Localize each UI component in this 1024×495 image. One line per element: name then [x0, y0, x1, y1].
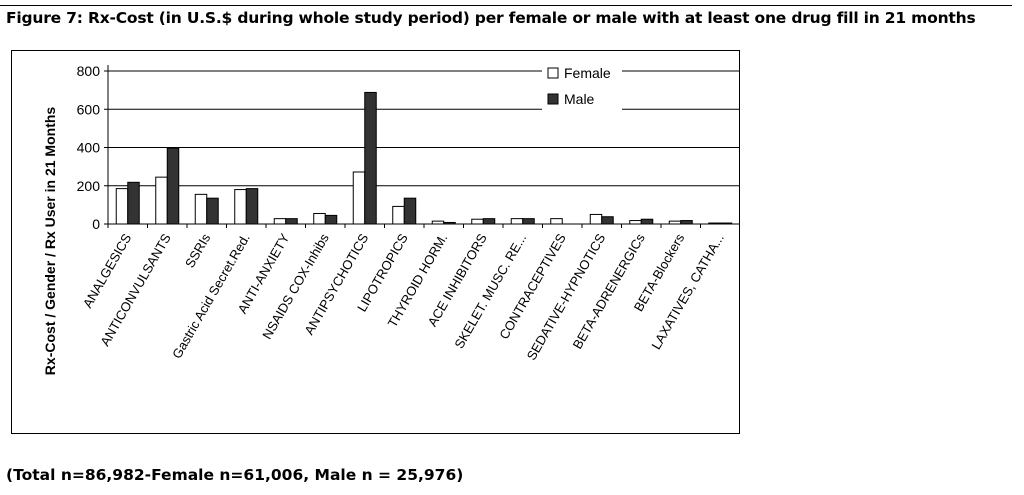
bar-female-13 — [629, 220, 642, 225]
top-rule — [0, 5, 1012, 6]
y-tick-label: 600 — [77, 101, 101, 117]
bar-female-3 — [234, 189, 247, 225]
bar-male-4 — [285, 218, 298, 225]
legend-label-male: Male — [564, 91, 595, 107]
x-category-label: SSRIs — [182, 231, 214, 271]
legend-swatch-female — [547, 67, 559, 79]
bar-male-5 — [324, 214, 338, 225]
bar-male-6 — [364, 91, 377, 225]
bar-female-11 — [550, 218, 563, 225]
bar-male-2 — [206, 197, 219, 225]
bar-male-9 — [482, 218, 496, 225]
bar-male-12 — [601, 216, 614, 225]
y-tick-label: 800 — [77, 63, 101, 79]
bar-male-14 — [680, 220, 693, 225]
x-category-label: LAXATIVES, CATHA... — [648, 231, 726, 352]
bar-female-2 — [194, 193, 208, 225]
bar-female-12 — [589, 213, 603, 225]
y-tick-label: 200 — [77, 178, 101, 194]
bar-female-5 — [313, 212, 326, 225]
bar-male-0 — [127, 181, 140, 225]
bar-male-10 — [522, 218, 535, 225]
y-tick-label: 400 — [77, 140, 101, 156]
bar-female-6 — [352, 171, 366, 225]
x-category-label: Gastric Acid Secret.Red. — [169, 231, 253, 361]
figure-footnote: (Total n=86,982-Female n=61,006, Male n … — [6, 466, 464, 484]
legend-label-female: Female — [564, 65, 611, 81]
x-category-label: BETA-ADRENERGICs — [570, 231, 648, 352]
bar-female-9 — [471, 218, 484, 225]
bar-male-1 — [166, 147, 180, 225]
figure-title: Figure 7: Rx-Cost (in U.S.$ during whole… — [6, 9, 976, 27]
y-tick-label: 0 — [92, 216, 100, 232]
bar-female-10 — [510, 218, 524, 225]
bar-female-7 — [392, 205, 405, 225]
bar-chart: 0 200 400 600 800 Rx-Cost / Gender / Rx User … — [42, 61, 740, 376]
bar-female-1 — [155, 176, 168, 225]
x-category-label: ANTICONVULSANTS — [97, 231, 174, 349]
bar-male-7 — [403, 197, 417, 225]
bar-female-0 — [115, 188, 129, 225]
bar-male-3 — [245, 188, 259, 225]
chart-frame: 0 200 400 600 800 Rx-Cost / Gender / Rx User … — [11, 50, 740, 434]
legend-swatch-male — [547, 93, 559, 105]
bar-male-13 — [640, 218, 654, 225]
x-category-label: SKELET. MUSC. RE... — [451, 231, 529, 351]
y-axis-title: Rx-Cost / Gender / Rx User in 21 Months — [42, 107, 58, 376]
bar-female-4 — [273, 218, 287, 225]
